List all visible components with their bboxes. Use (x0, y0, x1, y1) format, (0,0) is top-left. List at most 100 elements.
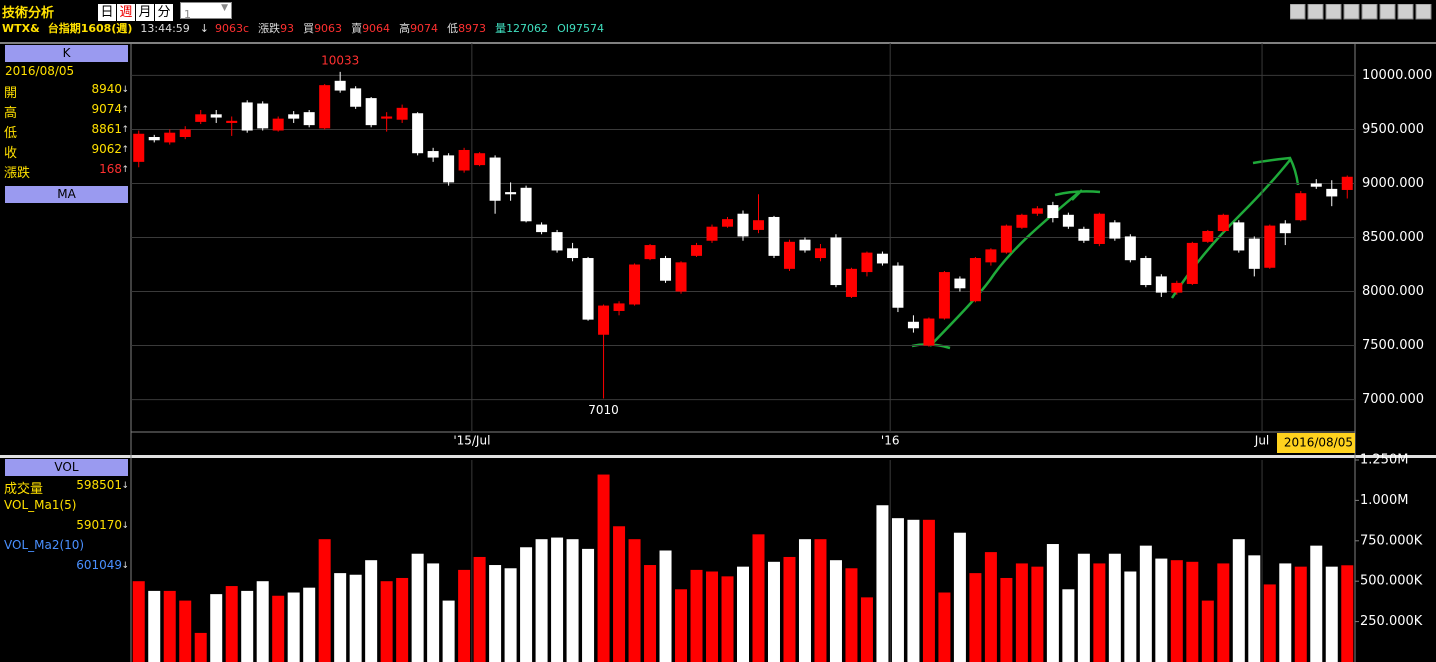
y-tick-label: 9500.000 (1362, 122, 1424, 137)
volume-bar (582, 548, 595, 662)
volume-bar (1248, 555, 1261, 662)
volume-bar (969, 573, 982, 662)
dropdown-icon: ▼ (221, 3, 228, 13)
row-label: VOL_Ma2(10) (4, 538, 85, 552)
row-arrow: ↑ (121, 165, 129, 175)
candle-body (985, 249, 997, 263)
candle-body (319, 85, 331, 129)
volume-bar (644, 565, 657, 662)
candle-body (752, 220, 764, 230)
volume-bar (1108, 553, 1121, 662)
row-label: 漲跌 (4, 166, 31, 181)
volume-bar (411, 553, 424, 662)
row-label: 收 (4, 146, 18, 161)
candle-body (257, 103, 269, 129)
volume-bar (132, 581, 145, 662)
volume-bar (1217, 563, 1230, 662)
candle-body (1124, 236, 1136, 261)
quote-value: 93 (280, 22, 295, 35)
volume-bar (148, 590, 161, 662)
volume-bar (179, 600, 192, 662)
candle-body (272, 118, 284, 131)
candle-body (1295, 193, 1307, 221)
direction: ↓ (199, 22, 210, 35)
volume-bar (256, 581, 269, 662)
period-tab[interactable]: 週 (117, 4, 135, 21)
row-label: 成交量 (4, 482, 44, 497)
volume-bar (690, 569, 703, 662)
candle-body (1093, 213, 1105, 244)
candle-body (1279, 223, 1291, 234)
candle-body (783, 241, 795, 269)
row-value: 9074 (91, 102, 122, 116)
vol-title: VOL (5, 459, 128, 476)
symbol: WTX& (2, 22, 40, 35)
candle-body (845, 268, 857, 297)
candle-body (551, 232, 563, 251)
candle-body (1341, 176, 1353, 190)
candle-body (768, 216, 780, 256)
candle-body (1171, 282, 1183, 293)
row-value: 9062 (91, 142, 122, 156)
quote-item: 高9074 (399, 22, 438, 35)
candle-body (1062, 214, 1074, 227)
candle-body (443, 155, 455, 183)
volume-bar (628, 539, 641, 662)
y-tick-label: 7500.000 (1362, 338, 1424, 353)
volume-bar (225, 586, 238, 662)
y-tick-label: 7000.000 (1362, 392, 1424, 407)
row-value: 590170 (76, 518, 122, 532)
candle-body (179, 129, 191, 138)
row-label: 高 (4, 106, 18, 121)
volume-bar (1077, 553, 1090, 662)
volume-bar (1341, 565, 1354, 662)
candle-body (892, 265, 904, 308)
candle-body (660, 258, 672, 281)
y-tick-label: 8500.000 (1362, 230, 1424, 245)
quote-label: 買 (303, 22, 315, 35)
quote-item: 低8973 (447, 22, 486, 35)
marks (132, 71, 1354, 662)
candle-body (1047, 205, 1059, 219)
period-tab[interactable]: 日 (98, 4, 116, 21)
quote-line: WTX& 台指期1608(週) 13:44:59 ↓ 9063c 漲跌93 買9063 賣90… (2, 19, 613, 36)
quote-item: OI97574 (557, 22, 604, 35)
high-annotation: 10033 (321, 53, 359, 67)
frame (0, 42, 1436, 44)
volume-bar (1031, 566, 1044, 662)
period-tab[interactable]: 月 (136, 4, 154, 21)
y-tick-label: 1.250M (1360, 453, 1408, 468)
candle-body (722, 219, 734, 227)
volume-bar (349, 574, 362, 662)
quote-item: 買9063 (303, 22, 342, 35)
annotation-arrow (911, 189, 1101, 350)
quote-item: 漲跌93 (258, 22, 294, 35)
volume-bar (829, 560, 842, 662)
candle-body (1031, 208, 1043, 214)
volume-bar (566, 539, 579, 662)
period-tab[interactable]: 分 (155, 4, 173, 21)
quote-item: 賣9064 (351, 22, 390, 35)
y-tick-label: 500.000K (1360, 574, 1423, 589)
quote-value: 97574 (568, 22, 604, 35)
y-tick-label: 750.000K (1360, 533, 1423, 548)
k-title: K (5, 45, 128, 62)
candle-body (396, 107, 408, 120)
volume-bar (318, 539, 331, 662)
quote-item: 9063c (215, 22, 249, 35)
row-arrow: ↑ (121, 105, 129, 115)
volume-bar (1294, 566, 1307, 662)
candle-body (241, 102, 253, 131)
volume-bar (163, 590, 176, 662)
volume-bar (194, 632, 207, 662)
volume-bar (287, 592, 300, 662)
separator (0, 455, 1436, 458)
toolbar-icons[interactable] (1289, 3, 1432, 20)
volume-bar (891, 518, 904, 662)
y-tick-label: 1.000M (1360, 493, 1408, 508)
row-value: 8940 (91, 82, 122, 96)
volume-bar (907, 519, 920, 662)
interval-select[interactable]: 1 ▼ (180, 2, 232, 21)
quote-value: 9074 (410, 22, 439, 35)
volume-bar (380, 581, 393, 662)
